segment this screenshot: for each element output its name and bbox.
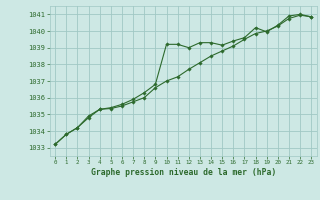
X-axis label: Graphe pression niveau de la mer (hPa): Graphe pression niveau de la mer (hPa) [91,168,276,177]
